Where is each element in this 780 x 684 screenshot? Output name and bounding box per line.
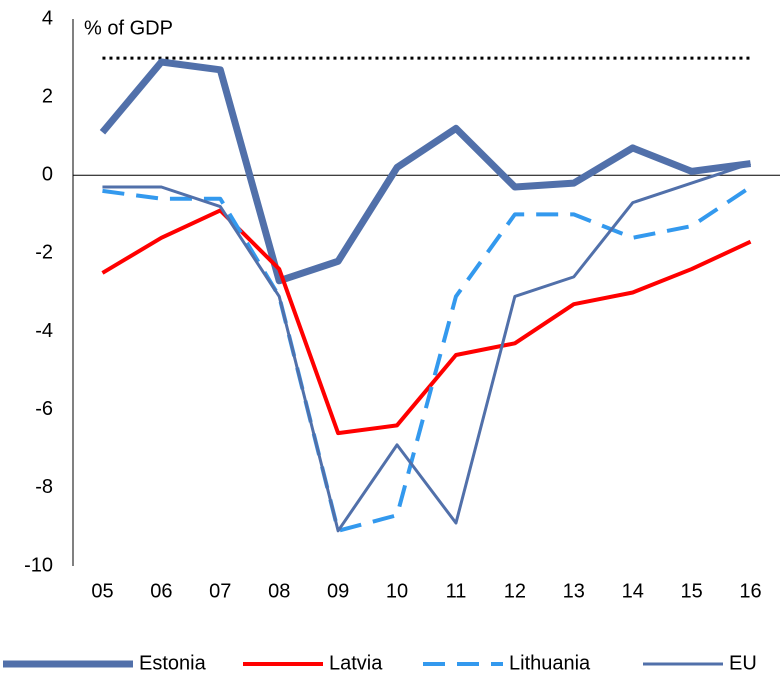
x-tick-label: 11 (446, 580, 467, 602)
legend-label: Estonia (139, 652, 207, 674)
x-tick-label: 13 (563, 580, 585, 602)
y-axis-label: % of GDP (84, 17, 173, 39)
y-tick-label: 4 (42, 7, 53, 29)
series-line (101, 208, 752, 436)
x-tick-label: 14 (622, 580, 644, 602)
x-tick-label: 12 (504, 580, 526, 602)
series-line (99, 58, 752, 285)
y-tick-label: 0 (42, 164, 53, 186)
y-tick-label: -2 (35, 242, 53, 264)
y-tick-label: -8 (35, 476, 53, 498)
y-tick-label: -10 (24, 554, 53, 576)
legend-label: Latvia (329, 652, 383, 674)
y-tick-label: -4 (35, 320, 53, 342)
x-tick-label: 10 (386, 580, 408, 602)
y-tick-label: -6 (35, 398, 53, 420)
y-tick-label: 2 (42, 85, 53, 107)
series-line (102, 185, 752, 533)
legend-label: EU (729, 652, 757, 674)
x-tick-label: 06 (150, 580, 172, 602)
x-tick-label: 05 (91, 580, 113, 602)
x-tick-label: 07 (209, 580, 231, 602)
legend-label: Lithuania (509, 652, 591, 674)
series-line (102, 162, 752, 533)
x-tick-label: 16 (739, 580, 761, 602)
x-tick-label: 08 (268, 580, 290, 602)
x-tick-label: 15 (681, 580, 703, 602)
x-tick-label: 09 (327, 580, 349, 602)
